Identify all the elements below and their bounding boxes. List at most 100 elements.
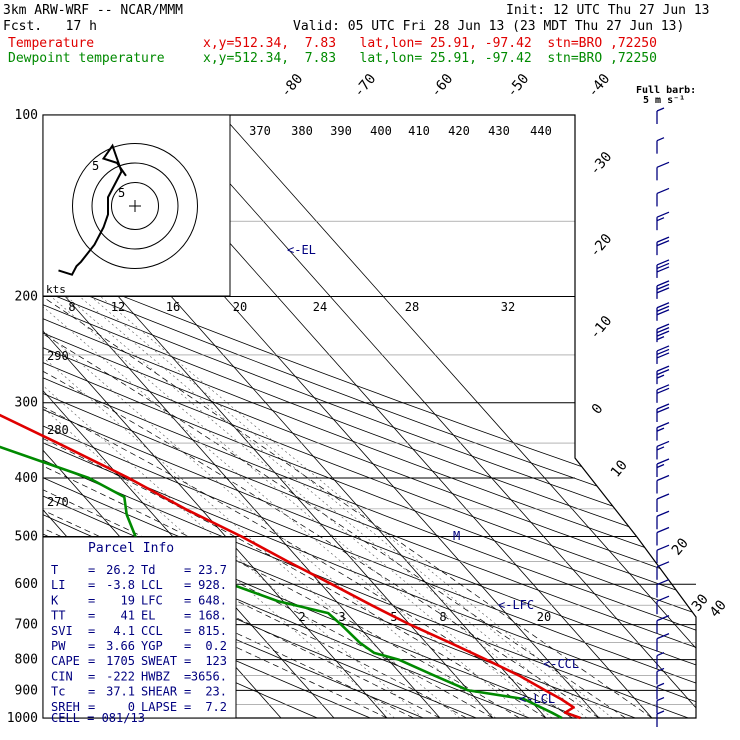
pressure-label-100: 100	[15, 108, 38, 123]
isotherm--10	[43, 115, 388, 718]
parcel-val-CIN: -222	[106, 669, 135, 683]
parcel-val-Td: 23.7	[198, 563, 227, 577]
pressure-label-400: 400	[15, 471, 38, 486]
wind-barb	[656, 710, 665, 727]
parcel-eq: =	[88, 609, 95, 623]
parcel-key-LI: LI	[51, 578, 65, 592]
el-annotation: <-EL	[287, 243, 316, 257]
parcel-key-LFC: LFC	[141, 593, 163, 607]
parcel-val-SVI: 4.1	[113, 624, 135, 638]
lcl-annotation: <-LCL	[519, 692, 555, 706]
dry-adiabat-label-290: 290	[47, 349, 69, 363]
moist-adiabat-0	[43, 296, 441, 718]
wind-barb	[656, 280, 670, 299]
wind-barbs	[656, 107, 670, 727]
parcel-key-SWEAT: SWEAT	[141, 654, 177, 668]
wind-barb	[656, 137, 665, 154]
wind-scale-units: 5 m s⁻¹	[643, 95, 685, 106]
dry-adiabat-label-270: 270	[47, 495, 69, 509]
wind-barb	[656, 187, 670, 207]
wind-barb	[656, 403, 670, 422]
parcel-val-T: 26.2	[106, 563, 135, 577]
wind-barb	[656, 614, 670, 634]
parcel-val-SREH: 0	[128, 700, 135, 714]
parcel-val-LFC: 648.	[198, 593, 227, 607]
wind-barb	[656, 440, 670, 460]
hodograph-trace	[58, 143, 127, 276]
valid-time: Valid: 05 UTC Fri 28 Jun 13 (23 MDT Thu …	[293, 19, 685, 34]
parcel-key-CIN: CIN	[51, 669, 73, 683]
mixing-ratio-label-12: 12	[111, 300, 125, 314]
theta-label-380: 380	[291, 124, 313, 138]
theta-label-410: 410	[408, 124, 430, 138]
parcel-eq: =	[88, 593, 95, 607]
parcel-val-HWBZ: 3656.	[191, 669, 227, 683]
parcel-key-YGP: YGP	[141, 639, 163, 653]
parcel-val-SWEAT: 123	[205, 654, 227, 668]
hodograph-units: kts	[46, 283, 66, 296]
temperature-legend-label: Temperature	[8, 36, 95, 51]
pressure-label-600: 600	[15, 577, 38, 592]
model-title: 3km ARW-WRF -- NCAR/MMM	[3, 3, 184, 18]
isotherm-label-3: -50	[504, 71, 533, 101]
parcel-eq: =	[88, 700, 95, 714]
forecast-hour: Fcst. 17 h	[3, 19, 97, 34]
mixing-ratio-label-32: 32	[501, 300, 515, 314]
wind-barb	[656, 595, 670, 615]
isotherm-50	[168, 115, 696, 718]
parcel-val-CAPE: 1705	[106, 654, 135, 668]
parcel-eq: =	[184, 578, 191, 592]
mixing-ratio-label-low-3: 3	[338, 610, 345, 624]
parcel-eq: =	[184, 563, 191, 577]
parcel-eq: =	[88, 654, 95, 668]
parcel-info-title: Parcel Info	[88, 541, 174, 556]
parcel-eq: =	[88, 563, 95, 577]
lfc-annotation: <-LFC	[498, 598, 534, 612]
pressure-label-900: 900	[15, 683, 38, 698]
temperature-legend-info: x,y=512.34, 7.83 lat,lon= 25.91, -97.42 …	[203, 36, 657, 51]
wind-barb	[656, 651, 665, 669]
wind-barb	[656, 633, 670, 652]
isotherm-label-10: 20	[669, 535, 692, 558]
parcel-eq: =	[184, 685, 191, 699]
wind-barb	[656, 161, 670, 181]
parcel-key-K: K	[51, 593, 59, 607]
theta-label-370: 370	[249, 124, 271, 138]
parcel-eq: =	[88, 639, 95, 653]
wind-barb	[656, 259, 670, 278]
mixing-ratio-line-12	[43, 296, 529, 718]
wind-barb	[656, 107, 665, 124]
mixing-ratio-label-28: 28	[405, 300, 419, 314]
hodograph-ring-20	[91, 162, 179, 250]
parcel-eq: =	[88, 685, 95, 699]
parcel-key-CAPE: CAPE	[51, 654, 80, 668]
parcel-val-SHEAR: 23.	[205, 685, 227, 699]
parcel-eq: =	[184, 639, 191, 653]
parcel-key-SHEAR: SHEAR	[141, 685, 178, 699]
parcel-eq: =	[88, 578, 95, 592]
parcel-val-LAPSE: 7.2	[205, 700, 227, 714]
parcel-key-HWBZ: HWBZ	[141, 669, 170, 683]
isotherm-label-7: -10	[587, 313, 616, 343]
mixing-ratio-label-low-20: 20	[537, 610, 551, 624]
isotherm--20	[43, 115, 335, 718]
mixing-ratio-label-low-2: 2	[298, 610, 305, 624]
wind-barb	[656, 667, 665, 685]
parcel-key-TT: TT	[51, 609, 65, 623]
mixing-ratio-label-16: 16	[166, 300, 180, 314]
wind-barb	[656, 458, 670, 478]
theta-label-400: 400	[370, 124, 392, 138]
pressure-label-1000: 1000	[7, 711, 38, 726]
wind-barb	[656, 422, 670, 441]
wind-barb	[656, 682, 665, 700]
wind-scale-title: Full barb:	[636, 85, 696, 96]
hodograph-ring-label-2: 5	[118, 186, 125, 200]
mixing-ratio-line-2	[43, 296, 395, 718]
wind-barb	[656, 365, 670, 385]
theta-label-440: 440	[530, 124, 552, 138]
isotherm-label-5: -30	[587, 149, 616, 179]
parcel-eq: =	[88, 624, 95, 638]
wind-barb	[656, 561, 670, 580]
parcel-key-T: T	[51, 563, 58, 577]
